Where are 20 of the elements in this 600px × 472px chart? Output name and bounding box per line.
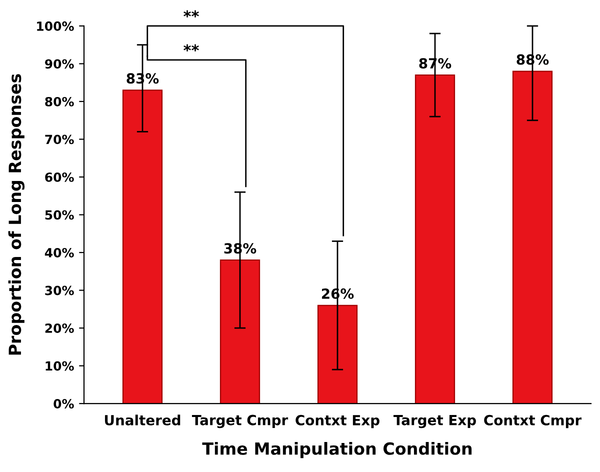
x-tick-label: Contxt Exp	[296, 414, 380, 428]
y-tick-label: 20%	[45, 324, 74, 333]
y-tick-label: 10%	[46, 361, 74, 371]
text: **	[184, 10, 199, 18]
x-tick-label: Target Exp	[394, 414, 476, 428]
x-axis-title: Time Manipulation Condition	[202, 442, 472, 458]
y-tick-label: 30%	[45, 286, 74, 296]
x-tick-label: Contxt Cmpr	[484, 414, 582, 428]
y-tick-label: 100%	[37, 21, 74, 31]
x-tick-label: Unaltered	[104, 414, 180, 426]
y-tick-label: 70%	[45, 134, 74, 144]
y-tick-label: 90%	[45, 59, 74, 69]
y-tick-label: 50%	[45, 210, 74, 220]
y-axis-title: Proportion of Long Responses	[8, 74, 25, 355]
y-tick-label: 0%	[54, 399, 74, 408]
y-tick-label: 80%	[45, 96, 74, 106]
y-tick-label: 40%	[44, 248, 74, 258]
y-tick-label: 60%	[45, 172, 74, 182]
annotation: **	[184, 44, 199, 52]
x-tick-label: Target Cmpr	[192, 414, 288, 428]
